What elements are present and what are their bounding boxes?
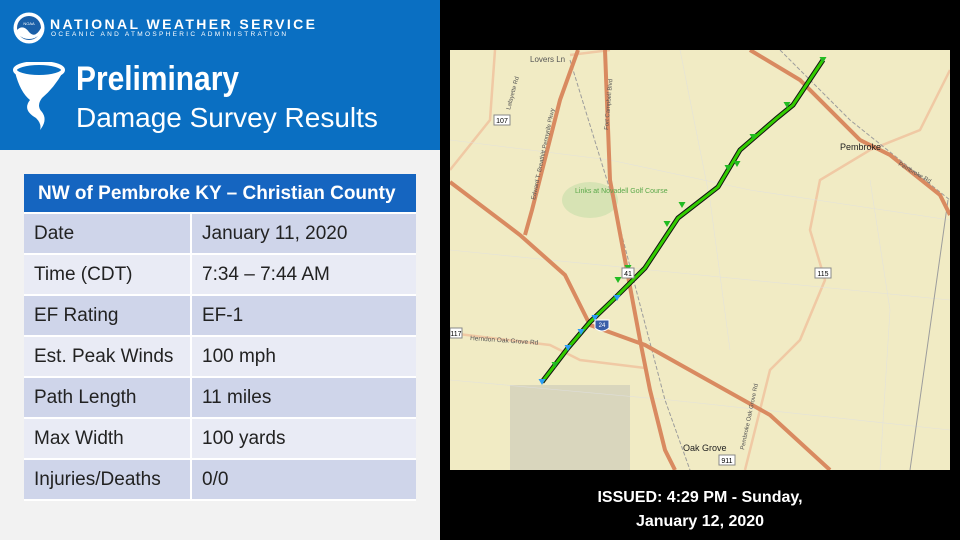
table-row: Time (CDT) 7:34 – 7:44 AM — [24, 255, 416, 296]
row-label: Est. Peak Winds — [24, 337, 192, 376]
railroad-north — [779, 49, 951, 201]
svg-text:115: 115 — [817, 271, 828, 278]
tornado-icon — [13, 62, 65, 130]
survey-table: NW of Pembroke KY – Christian County Dat… — [24, 174, 416, 501]
row-value: 0/0 — [202, 469, 229, 490]
survey-point-green[interactable] — [724, 165, 732, 171]
tornado-path-outline — [540, 58, 826, 384]
row-label: Time (CDT) — [24, 255, 192, 294]
golf-course-area — [562, 182, 618, 218]
row-value: EF-1 — [202, 305, 244, 326]
row-value: 100 mph — [202, 346, 276, 367]
issued-line-2: January 12, 2020 — [635, 513, 765, 530]
svg-text:107: 107 — [496, 118, 508, 125]
label-lafayette: Lafayette Rd — [506, 76, 521, 110]
svg-text:41: 41 — [624, 271, 632, 278]
tornado-path[interactable] — [540, 59, 825, 383]
row-label: Max Width — [24, 419, 192, 458]
row-label: Injuries/Deaths — [24, 460, 192, 499]
survey-point-green[interactable] — [678, 202, 686, 208]
label-lovers-ln: Lovers Ln — [530, 55, 565, 64]
county-line — [909, 199, 949, 471]
noaa-logo: NOAA — [13, 12, 45, 44]
military-area — [510, 385, 630, 470]
label-pembroke: Pembroke — [840, 142, 881, 152]
survey-point-green[interactable] — [783, 102, 791, 108]
logo-text: NOAA — [23, 21, 35, 26]
row-value: January 11, 2020 — [202, 223, 348, 244]
label-fort-campbell: Fort Campbell Blvd — [604, 79, 614, 130]
survey-point-green[interactable] — [663, 221, 671, 227]
survey-point-blue[interactable] — [591, 315, 599, 321]
svg-text:911: 911 — [721, 458, 732, 465]
shield-i24: 24 — [594, 319, 610, 332]
shield-107: 107 — [493, 114, 511, 126]
svg-text:24: 24 — [599, 323, 606, 329]
svg-text:117: 117 — [450, 331, 461, 338]
org-subname: OCEANIC AND ATMOSPHERIC ADMINISTRATION — [51, 31, 289, 38]
label-pennyrile: Edward T. Breathitt Pennyrile Pkwy — [531, 108, 556, 200]
route-107 — [449, 49, 497, 171]
route-115 — [743, 69, 952, 471]
railroad — [569, 59, 691, 471]
org-name: NATIONAL WEATHER SERVICE — [50, 16, 318, 32]
survey-point-blue[interactable] — [538, 379, 546, 385]
table-row: EF Rating EF-1 — [24, 296, 416, 337]
survey-point-green[interactable] — [749, 134, 757, 140]
label-herndon: Herndon Oak Grove Rd — [470, 335, 539, 347]
banner: NOAA NATIONAL WEATHER SERVICE OCEANIC AN… — [0, 0, 440, 150]
table-row: Injuries/Deaths 0/0 — [24, 460, 416, 501]
table-title: NW of Pembroke KY – Christian County — [24, 174, 416, 214]
table-row: Est. Peak Winds 100 mph — [24, 337, 416, 378]
shield-115: 115 — [814, 267, 832, 279]
damage-path-map[interactable]: Pembroke Oak Grove Links at Novadell Gol… — [448, 48, 952, 472]
row-label: Date — [24, 214, 192, 253]
issued-text: ISSUED: 4:29 PM - Sunday, January 12, 20… — [450, 486, 950, 534]
issued-line-1: ISSUED: 4:29 PM - Sunday, — [597, 489, 803, 506]
row-label: Path Length — [24, 378, 192, 417]
table-row: Date January 11, 2020 — [24, 214, 416, 255]
table-row: Max Width 100 yards — [24, 419, 416, 460]
survey-point-blue[interactable] — [564, 345, 572, 351]
pembroke-rd — [748, 48, 952, 216]
shield-41: 41 — [621, 267, 635, 279]
label-golf: Links at Novadell Golf Course — [575, 188, 668, 195]
label-oak-grove: Oak Grove — [683, 443, 727, 453]
survey-point-green[interactable] — [614, 277, 622, 283]
pennyrile-pkwy — [523, 49, 580, 236]
row-value: 7:34 – 7:44 AM — [202, 264, 330, 285]
row-label: EF Rating — [24, 296, 192, 335]
survey-point-blue[interactable] — [613, 295, 621, 301]
page-subtitle: Damage Survey Results — [76, 102, 378, 133]
label-pembroke-rd: Pembroke Rd — [897, 162, 932, 186]
interstate-24 — [448, 180, 832, 472]
shield-117: 117 — [449, 327, 463, 339]
label-pembroke-oak-grove: Pembroke Oak Grove Rd — [740, 383, 760, 450]
survey-point-green[interactable] — [551, 362, 559, 368]
row-value: 11 miles — [202, 387, 272, 408]
survey-point-green[interactable] — [733, 161, 741, 167]
survey-point-green[interactable] — [819, 57, 827, 63]
row-value: 100 yards — [202, 428, 286, 449]
info-panel: NOAA NATIONAL WEATHER SERVICE OCEANIC AN… — [0, 0, 440, 540]
table-row: Path Length 11 miles — [24, 378, 416, 419]
survey-point-blue[interactable] — [577, 329, 585, 335]
shield-911: 911 — [718, 454, 736, 466]
fort-campbell-blvd — [603, 49, 677, 471]
page-title: Preliminary — [76, 60, 239, 98]
